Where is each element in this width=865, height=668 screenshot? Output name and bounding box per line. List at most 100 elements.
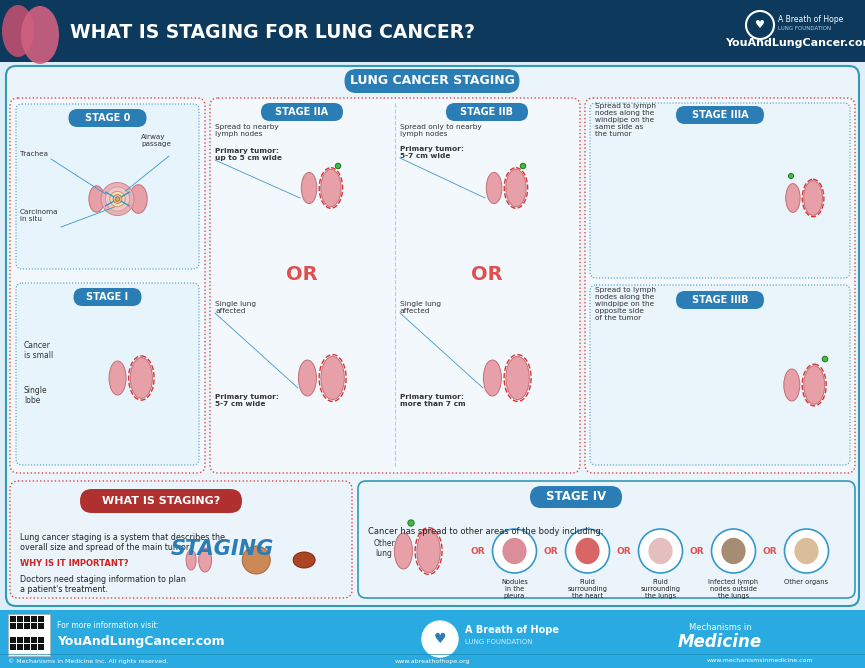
Text: OR: OR — [617, 546, 631, 556]
Bar — [31, 637, 36, 643]
Text: OR: OR — [544, 546, 558, 556]
Text: © Mechanisms in Medicine Inc. All rights reserved.: © Mechanisms in Medicine Inc. All rights… — [8, 658, 168, 664]
Circle shape — [113, 194, 122, 203]
FancyBboxPatch shape — [80, 489, 242, 513]
Text: LUNG FOUNDATION: LUNG FOUNDATION — [465, 639, 533, 645]
Text: Primary tumor:
5-7 cm wide: Primary tumor: 5-7 cm wide — [400, 146, 464, 159]
Text: Mechanisms in: Mechanisms in — [689, 623, 752, 633]
Text: Cancer has spread to other areas of the body including:: Cancer has spread to other areas of the … — [368, 527, 604, 536]
Text: Nodules
in the
pleura: Nodules in the pleura — [501, 579, 528, 599]
FancyBboxPatch shape — [261, 103, 343, 121]
Ellipse shape — [321, 357, 344, 399]
Bar — [17, 616, 22, 621]
FancyBboxPatch shape — [6, 66, 859, 606]
Bar — [10, 616, 16, 621]
Text: Spread to lymph
nodes along the
windpipe on the
opposite side
of the tumor: Spread to lymph nodes along the windpipe… — [595, 287, 656, 321]
Ellipse shape — [721, 538, 746, 564]
Ellipse shape — [784, 369, 800, 401]
Ellipse shape — [109, 361, 126, 395]
Text: Other organs: Other organs — [785, 579, 829, 585]
Bar — [24, 623, 29, 629]
Text: OR: OR — [286, 265, 317, 285]
Text: OR: OR — [471, 546, 485, 556]
Text: Other
lung: Other lung — [373, 539, 395, 558]
Bar — [38, 623, 43, 629]
Text: Spread to lymph
nodes along the
windpipe on the
same side as
the tumor: Spread to lymph nodes along the windpipe… — [595, 103, 656, 137]
Bar — [17, 637, 22, 643]
Ellipse shape — [298, 360, 317, 396]
FancyBboxPatch shape — [74, 288, 142, 306]
Text: Primary tumor:
5-7 cm wide: Primary tumor: 5-7 cm wide — [215, 394, 279, 407]
Text: Primary tumor:
up to 5 cm wide: Primary tumor: up to 5 cm wide — [215, 148, 282, 161]
Circle shape — [520, 163, 526, 169]
Ellipse shape — [794, 538, 818, 564]
Text: STAGE I: STAGE I — [86, 292, 129, 302]
Ellipse shape — [21, 6, 59, 64]
Text: OR: OR — [689, 546, 704, 556]
FancyBboxPatch shape — [16, 104, 199, 269]
Text: Single
lobe: Single lobe — [24, 385, 48, 405]
Circle shape — [101, 182, 134, 216]
Circle shape — [492, 529, 536, 573]
Ellipse shape — [131, 357, 152, 398]
Bar — [17, 644, 22, 649]
FancyBboxPatch shape — [16, 283, 199, 465]
Ellipse shape — [785, 184, 800, 212]
Bar — [24, 644, 29, 649]
Ellipse shape — [484, 360, 502, 396]
Ellipse shape — [394, 533, 413, 569]
Bar — [24, 637, 29, 643]
Text: Cancer
is small: Cancer is small — [24, 341, 54, 360]
FancyBboxPatch shape — [10, 481, 352, 598]
Ellipse shape — [804, 366, 824, 404]
Text: Carcinoma
in situ: Carcinoma in situ — [20, 209, 59, 222]
Text: Spread to nearby
lymph nodes: Spread to nearby lymph nodes — [215, 124, 279, 137]
Text: YouAndLungCancer.com: YouAndLungCancer.com — [57, 635, 225, 647]
Text: Primary tumor:
more than 7 cm: Primary tumor: more than 7 cm — [400, 394, 465, 407]
Text: A Breath of Hope: A Breath of Hope — [778, 15, 843, 23]
Text: Airway
passage: Airway passage — [141, 134, 171, 147]
Bar — [38, 616, 43, 621]
Circle shape — [422, 621, 458, 657]
Text: WHAT IS STAGING?: WHAT IS STAGING? — [102, 496, 220, 506]
Circle shape — [785, 529, 829, 573]
Circle shape — [106, 187, 130, 211]
Bar — [31, 623, 36, 629]
Text: STAGE IIA: STAGE IIA — [275, 107, 329, 117]
Ellipse shape — [2, 5, 34, 57]
Ellipse shape — [293, 552, 315, 568]
Bar — [0, 0, 865, 62]
Bar — [38, 644, 43, 649]
FancyBboxPatch shape — [344, 69, 520, 93]
Ellipse shape — [506, 357, 529, 399]
Ellipse shape — [199, 548, 212, 572]
Bar — [31, 616, 36, 621]
Circle shape — [789, 174, 793, 178]
Text: Fluid
surrounding
the lungs: Fluid surrounding the lungs — [640, 579, 681, 599]
Text: STAGING: STAGING — [170, 539, 273, 559]
Circle shape — [115, 197, 119, 201]
FancyBboxPatch shape — [676, 291, 764, 309]
FancyBboxPatch shape — [10, 98, 205, 473]
FancyBboxPatch shape — [585, 98, 855, 473]
Circle shape — [823, 356, 828, 362]
Ellipse shape — [804, 181, 823, 215]
Circle shape — [242, 546, 270, 574]
Text: For more information visit:: For more information visit: — [57, 621, 159, 631]
Circle shape — [712, 529, 755, 573]
Text: Fluid
surrounding
the heart: Fluid surrounding the heart — [567, 579, 607, 599]
Bar — [10, 623, 16, 629]
Text: Spread only to nearby
lymph nodes: Spread only to nearby lymph nodes — [400, 124, 482, 137]
Bar — [31, 644, 36, 649]
Text: WHY IS IT IMPORTANT?: WHY IS IT IMPORTANT? — [20, 559, 129, 568]
FancyBboxPatch shape — [210, 98, 580, 473]
Bar — [38, 637, 43, 643]
Text: A Breath of Hope: A Breath of Hope — [465, 625, 559, 635]
Ellipse shape — [130, 184, 147, 213]
Circle shape — [110, 191, 125, 206]
Ellipse shape — [575, 538, 599, 564]
Text: www.abreathofhope.org: www.abreathofhope.org — [394, 659, 470, 663]
FancyBboxPatch shape — [590, 103, 850, 278]
Text: STAGE IIIA: STAGE IIIA — [692, 110, 748, 120]
FancyBboxPatch shape — [358, 481, 855, 598]
